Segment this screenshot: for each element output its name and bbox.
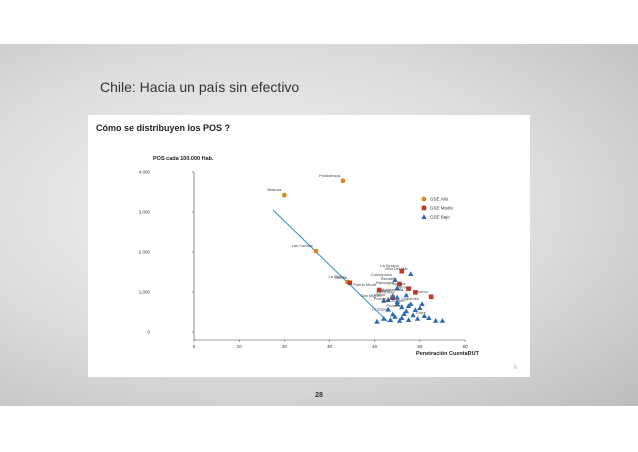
point-label: San Miguel — [361, 293, 381, 298]
data-point — [419, 301, 425, 306]
slide-corner-number: 6 — [514, 365, 517, 371]
point-label: Osorno — [415, 289, 429, 294]
data-point — [340, 178, 346, 184]
data-point — [390, 311, 396, 317]
point-label: Concepción — [371, 272, 392, 277]
data-point — [347, 280, 353, 286]
data-point — [410, 312, 416, 318]
point-label: Lo Espejo — [372, 306, 391, 311]
scatter-chart: POS cada 100.000 Hab. 0 1,000 2,000 3,000 4,0… — [139, 156, 480, 357]
data-point — [403, 292, 409, 298]
point-label: San Joaquín — [383, 298, 405, 303]
x-tick-label: 30 — [327, 344, 333, 349]
data-point — [417, 305, 423, 310]
x-tick-label: 10 — [237, 344, 243, 349]
x-tick-label: 60 — [462, 344, 468, 349]
point-label: Maipú — [374, 292, 385, 297]
legend-label: GSE Medio — [430, 206, 454, 211]
point-label: Puente Alto — [374, 296, 395, 301]
data-point — [394, 299, 400, 304]
point-label: Rancagua — [376, 280, 395, 285]
point-label: Pudahuel — [386, 303, 403, 308]
data-point — [401, 311, 407, 316]
data-point — [421, 313, 428, 318]
legend-marker — [421, 205, 427, 211]
data-point — [392, 277, 398, 282]
data-point — [426, 315, 432, 320]
data-point — [412, 307, 419, 312]
data-point — [381, 298, 387, 303]
point-label: Puerto Montt — [353, 282, 377, 287]
legend-label: GSE Bajo — [430, 215, 450, 220]
x-tick-label: 50 — [417, 344, 423, 349]
data-point — [390, 293, 396, 298]
x-tick-label: 0 — [193, 344, 196, 349]
data-point — [399, 268, 405, 274]
point-label: Coquimbo — [401, 296, 420, 301]
data-point — [394, 285, 400, 290]
data-point — [428, 294, 434, 300]
data-point — [403, 308, 409, 314]
data-point — [406, 286, 411, 292]
data-point — [397, 281, 402, 287]
data-point — [387, 317, 394, 322]
point-label: Providencia — [319, 173, 341, 178]
point-label: Ñuñoa — [335, 275, 348, 280]
data-point — [414, 316, 421, 321]
point-label: Antofagasta — [382, 287, 404, 292]
y-tick-label: 1,000 — [139, 290, 151, 295]
data-point — [408, 271, 414, 276]
x-tick-label: 20 — [282, 344, 288, 349]
data-point — [405, 317, 412, 322]
y-tick-label: 2,000 — [139, 250, 151, 255]
page-number: 28 — [315, 392, 323, 399]
slide-title: Chile: Hacia un país sin efectivo — [100, 79, 300, 95]
data-point — [432, 318, 439, 323]
data-point — [374, 318, 380, 324]
point-label: Temuco — [398, 284, 413, 289]
point-label: Las Condes — [292, 243, 313, 248]
data-point — [385, 297, 391, 302]
data-point — [396, 318, 403, 323]
data-point — [376, 287, 382, 293]
data-point — [413, 290, 418, 295]
point-label: La Serena — [380, 263, 399, 268]
x-tick-label: 40 — [372, 344, 378, 349]
point-label: Putre — [416, 310, 426, 315]
data-point — [385, 306, 391, 312]
point-label: Talca — [380, 288, 390, 293]
trend-line — [272, 209, 389, 323]
legend-marker — [421, 214, 427, 219]
chart-title: POS cada 100.000 Hab. — [153, 156, 214, 162]
point-label: Viña Del Mar — [385, 266, 409, 271]
legend-marker — [421, 196, 427, 202]
data-point — [313, 248, 319, 254]
data-point — [281, 192, 287, 198]
data-point — [439, 318, 446, 323]
y-tick-label: 3,000 — [139, 210, 151, 215]
point-label: La Reina — [329, 274, 346, 279]
point-label: Recoleta — [381, 276, 398, 281]
data-point — [399, 304, 405, 310]
panel-title: Cómo se distribuyen los POS ? — [96, 123, 231, 133]
data-point — [392, 314, 398, 319]
point-label: Vitacura — [267, 187, 282, 192]
legend-label: GSE Alto — [430, 197, 449, 202]
point-label: Iquique — [392, 281, 406, 286]
chart-panel: Cómo se distribuyen los POS ? POS cada 1… — [88, 115, 530, 377]
data-point — [399, 315, 405, 320]
data-point — [381, 316, 387, 321]
y-tick-label: 4,000 — [139, 170, 151, 175]
x-axis-label: Penetración CuentaRUT — [416, 351, 480, 357]
y-tick-label: 0 — [147, 330, 150, 335]
data-point — [394, 294, 400, 300]
data-point — [408, 301, 414, 306]
point-label: La Florida — [376, 290, 395, 295]
